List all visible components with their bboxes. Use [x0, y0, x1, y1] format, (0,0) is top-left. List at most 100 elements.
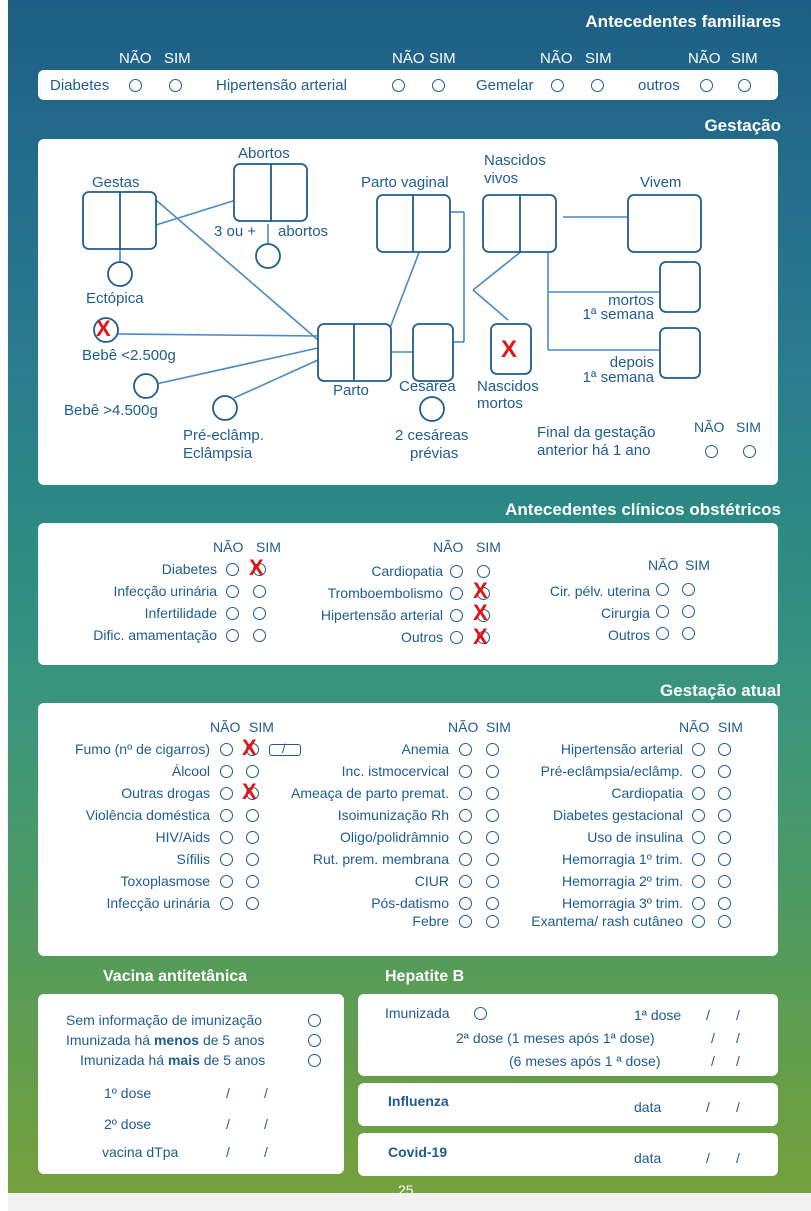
atual-alcool-sim-radio[interactable]	[246, 765, 259, 778]
atual-isoimun-sim-radio[interactable]	[486, 809, 499, 822]
clin-cirurgia-sim-radio[interactable]	[682, 605, 695, 618]
clin-hipertensao-sim-radio[interactable]	[477, 609, 490, 622]
atual-drogas-nao-radio[interactable]	[220, 787, 233, 800]
clin-diabetes-nao-radio[interactable]	[226, 563, 239, 576]
atual-isoimun-nao-radio[interactable]	[459, 809, 472, 822]
atual-preeclampsia-nao-radio[interactable]	[692, 765, 705, 778]
atual-violencia-nao-radio[interactable]	[220, 809, 233, 822]
clin-cir-pelv-sim-radio[interactable]	[682, 583, 695, 596]
clin-infertilidade-sim-radio[interactable]	[253, 607, 266, 620]
clin-infertilidade-nao-radio[interactable]	[226, 607, 239, 620]
atual-febre-sim-radio[interactable]	[486, 915, 499, 928]
clin-outros-sim-radio[interactable]	[477, 631, 490, 644]
final-gestacao-label-2: anterior há 1 ano	[537, 442, 651, 459]
atual-hipertensao-nao-radio[interactable]	[692, 743, 705, 756]
atual-anemia-sim-radio[interactable]	[486, 743, 499, 756]
atual-preeclampsia-sim-radio[interactable]	[718, 765, 731, 778]
mais-5-radio[interactable]	[308, 1054, 321, 1067]
fam-diabetes-nao-radio[interactable]	[129, 79, 142, 92]
hep-imunizada-radio[interactable]	[474, 1007, 487, 1020]
atual-toxo-nao-radio[interactable]	[220, 875, 233, 888]
atual-hemorragia3-nao-radio[interactable]	[692, 897, 705, 910]
atual-sim-label: SIM	[249, 719, 274, 735]
clin-amamentacao-label: Dific. amamentação	[93, 627, 217, 643]
clin-outros-nao-radio[interactable]	[450, 631, 463, 644]
atual-hipertensao-sim-radio[interactable]	[718, 743, 731, 756]
atual-drogas-sim-radio[interactable]	[246, 787, 259, 800]
atual-cardiopatia-nao-radio[interactable]	[692, 787, 705, 800]
sem-info-radio[interactable]	[308, 1014, 321, 1027]
atual-oligo-nao-radio[interactable]	[459, 831, 472, 844]
atual-diabetes-sim-radio[interactable]	[718, 809, 731, 822]
atual-toxo-sim-radio[interactable]	[246, 875, 259, 888]
clin-cir-pelv-nao-radio[interactable]	[656, 583, 669, 596]
fam-diabetes-sim-radio[interactable]	[169, 79, 182, 92]
clin-cardiopatia-sim-radio[interactable]	[477, 565, 490, 578]
clin-infeccao-nao-radio[interactable]	[226, 585, 239, 598]
atual-rutura-sim-radio[interactable]	[486, 853, 499, 866]
eclampsia-label: Eclâmpsia	[183, 445, 253, 462]
atual-ameaca-sim-radio[interactable]	[486, 787, 499, 800]
atual-exantema-nao-radio[interactable]	[692, 915, 705, 928]
atual-istmo-sim-radio[interactable]	[486, 765, 499, 778]
clin-cardiopatia-nao-radio[interactable]	[450, 565, 463, 578]
clin-trombo-sim-radio[interactable]	[477, 587, 490, 600]
final-gestacao-sim-radio[interactable]	[743, 445, 756, 458]
atual-insulina-nao-radio[interactable]	[692, 831, 705, 844]
atual-insulina-sim-radio[interactable]	[718, 831, 731, 844]
clin-hipertensao-nao-radio[interactable]	[450, 609, 463, 622]
atual-fumo-sim-radio[interactable]	[246, 743, 259, 756]
menos-5-radio[interactable]	[308, 1034, 321, 1047]
atual-febre-nao-radio[interactable]	[459, 915, 472, 928]
atual-hemorragia3-sim-radio[interactable]	[718, 897, 731, 910]
atual-posdatismo-sim-radio[interactable]	[486, 897, 499, 910]
fam-hipertensao-sim-radio[interactable]	[432, 79, 445, 92]
atual-fumo-nao-radio[interactable]	[220, 743, 233, 756]
atual-exantema-label: Exantema/ rash cutâneo	[531, 913, 683, 929]
final-gestacao-nao-radio[interactable]	[705, 445, 718, 458]
fam-gemelar-nao-radio[interactable]	[551, 79, 564, 92]
atual-hemorragia1-sim-radio[interactable]	[718, 853, 731, 866]
covid-title: Covid-19	[388, 1144, 448, 1160]
atual-istmo-nao-radio[interactable]	[459, 765, 472, 778]
atual-hemorragia2-sim-radio[interactable]	[718, 875, 731, 888]
atual-oligo-sim-radio[interactable]	[486, 831, 499, 844]
clin-amamentacao-nao-radio[interactable]	[226, 629, 239, 642]
atual-ciur-sim-radio[interactable]	[486, 875, 499, 888]
clin-diabetes-sim-radio[interactable]	[253, 563, 266, 576]
fam-gemelar-sim-radio[interactable]	[591, 79, 604, 92]
atual-infeccao-sim-radio[interactable]	[246, 897, 259, 910]
atual-diabetes-nao-radio[interactable]	[692, 809, 705, 822]
atual-hiv-sim-radio[interactable]	[246, 831, 259, 844]
hep-dose1-label: 1ª dose	[634, 1007, 682, 1023]
atual-hemorragia2-nao-radio[interactable]	[692, 875, 705, 888]
atual-cardiopatia-sim-radio[interactable]	[718, 787, 731, 800]
fam-outros-nao-radio[interactable]	[700, 79, 713, 92]
atual-hemorragia1-nao-radio[interactable]	[692, 853, 705, 866]
hep-dose3-sep: /	[711, 1053, 715, 1069]
atual-ameaca-nao-radio[interactable]	[459, 787, 472, 800]
atual-hiv-nao-radio[interactable]	[220, 831, 233, 844]
atual-sifilis-sim-radio[interactable]	[246, 853, 259, 866]
influenza-title: Influenza	[388, 1093, 449, 1109]
atual-rutura-nao-radio[interactable]	[459, 853, 472, 866]
atual-sifilis-nao-radio[interactable]	[220, 853, 233, 866]
atual-ciur-nao-radio[interactable]	[459, 875, 472, 888]
clin-amamentacao-sim-radio[interactable]	[253, 629, 266, 642]
atual-violencia-sim-radio[interactable]	[246, 809, 259, 822]
atual-alcool-nao-radio[interactable]	[220, 765, 233, 778]
atual-posdatismo-nao-radio[interactable]	[459, 897, 472, 910]
fam-diabetes-label: Diabetes	[50, 77, 110, 94]
ectopica-label: Ectópica	[86, 290, 144, 307]
cigarros-count-field[interactable]	[269, 744, 301, 756]
clin-infeccao-sim-radio[interactable]	[253, 585, 266, 598]
clin-trombo-nao-radio[interactable]	[450, 587, 463, 600]
clin-cirurgia-nao-radio[interactable]	[656, 605, 669, 618]
atual-anemia-nao-radio[interactable]	[459, 743, 472, 756]
clin-outros3-sim-radio[interactable]	[682, 627, 695, 640]
fam-hipertensao-nao-radio[interactable]	[392, 79, 405, 92]
fam-outros-sim-radio[interactable]	[738, 79, 751, 92]
clin-outros3-nao-radio[interactable]	[656, 627, 669, 640]
atual-infeccao-nao-radio[interactable]	[220, 897, 233, 910]
atual-exantema-sim-radio[interactable]	[718, 915, 731, 928]
